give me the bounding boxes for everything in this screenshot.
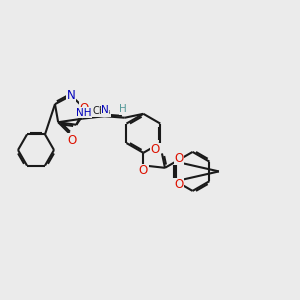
Text: H: H (119, 104, 127, 114)
Text: O: O (68, 134, 77, 147)
Text: NH: NH (76, 108, 91, 118)
Text: O: O (139, 164, 148, 177)
Text: CH₃: CH₃ (92, 106, 111, 116)
Text: N: N (67, 89, 76, 102)
Text: O: O (175, 152, 184, 165)
Text: N: N (101, 105, 109, 115)
Text: O: O (175, 178, 184, 191)
Text: O: O (151, 143, 160, 156)
Text: O: O (80, 102, 89, 115)
